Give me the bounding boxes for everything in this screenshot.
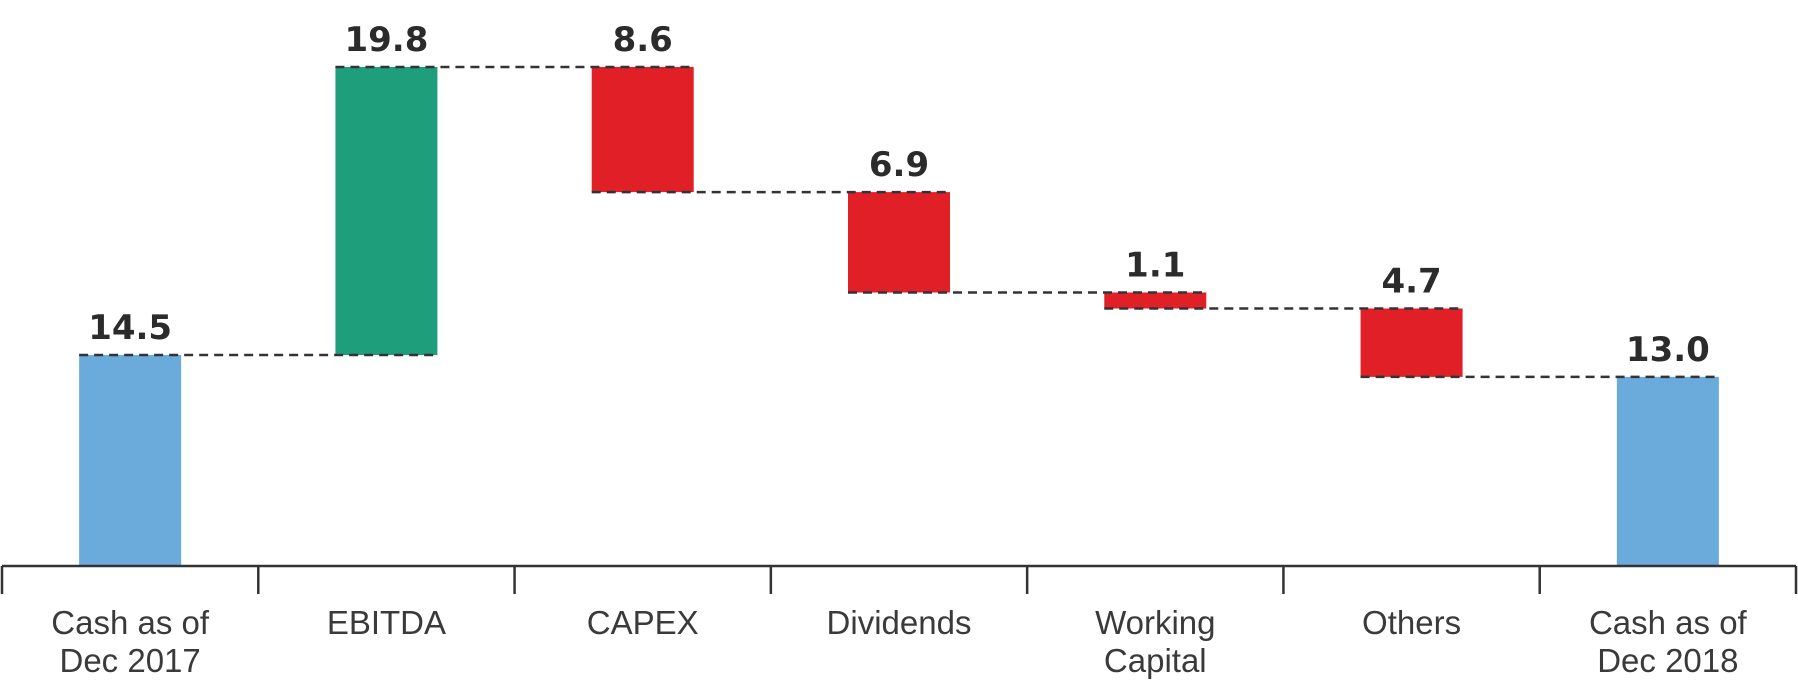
- category-label: Dividends: [827, 604, 972, 641]
- x-axis: [0, 564, 1798, 594]
- value-label: 1.1: [1125, 245, 1185, 285]
- value-label: 4.7: [1381, 261, 1441, 301]
- bar-decrease: [591, 67, 694, 193]
- category-label: Others: [1362, 604, 1461, 641]
- value-label: 6.9: [869, 145, 929, 185]
- value-label: 8.6: [613, 20, 673, 60]
- category-label-line: Dec 2017: [60, 642, 201, 679]
- value-label: 19.8: [344, 20, 428, 60]
- value-label: 13.0: [1626, 330, 1710, 370]
- value-label: 14.5: [88, 308, 172, 348]
- category-label: EBITDA: [327, 604, 446, 641]
- category-label: Cash as of Dec 2017: [51, 604, 210, 679]
- category-label-line: Dividends: [827, 604, 972, 641]
- bars-layer: [79, 67, 1719, 566]
- bar-total: [1616, 376, 1719, 566]
- category-label-line: Capital: [1104, 642, 1207, 679]
- category-label-line: Dec 2018: [1597, 642, 1738, 679]
- category-label-line: Cash as of: [1589, 604, 1748, 641]
- bar-decrease: [848, 192, 950, 293]
- category-label-line: Working: [1095, 604, 1215, 641]
- category-label-line: EBITDA: [327, 604, 446, 641]
- bar-decrease: [1104, 292, 1207, 309]
- category-label-line: Cash as of: [51, 604, 210, 641]
- bar-total: [79, 355, 182, 566]
- category-label-line: Others: [1362, 604, 1461, 641]
- category-label: CAPEX: [587, 604, 699, 641]
- category-label: Cash as of Dec 2018: [1589, 604, 1748, 679]
- bar-decrease: [1360, 308, 1463, 377]
- category-label-line: CAPEX: [587, 604, 699, 641]
- value-labels-layer: 14.5 19.8 8.6 6.9 1.1 4.7 13.0: [88, 20, 1710, 370]
- category-label: Working Capital: [1095, 604, 1215, 679]
- bar-increase: [335, 67, 438, 356]
